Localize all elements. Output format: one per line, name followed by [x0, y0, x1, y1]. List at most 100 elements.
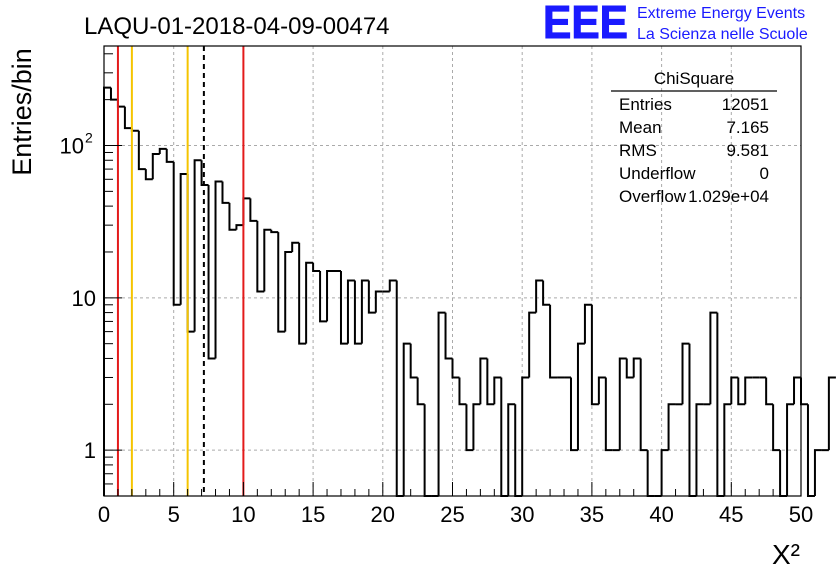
histogram-bin: [172, 161, 181, 306]
histogram-bin: [576, 342, 585, 451]
logo-line-1: Extreme Energy Events: [637, 5, 805, 22]
histogram-bin: [479, 357, 488, 405]
stats-box: ChiSquare Entries 12051 Mean 7.165 RMS 9…: [611, 69, 777, 206]
histogram-bin: [277, 232, 286, 333]
histogram-bin: [800, 377, 808, 406]
histogram-bin: [249, 198, 258, 222]
histogram-bin: [137, 130, 146, 171]
histogram-bin: [667, 403, 676, 451]
x-tick-label: 40: [649, 502, 673, 527]
histogram-bin: [521, 376, 530, 496]
x-tick-label: 0: [98, 502, 110, 527]
histogram-bin: [409, 343, 418, 379]
histogram-bin: [786, 403, 795, 496]
histogram-bin: [207, 185, 216, 360]
histogram-bin: [130, 128, 139, 132]
logo-line-2: La Scienza nelle Scuole: [637, 26, 808, 43]
histogram-bin: [346, 279, 355, 344]
stats-value-entries: 12051: [722, 95, 769, 114]
histogram-bin: [472, 403, 481, 451]
x-axis-ticks: 0 5 10 15 20 25 30 35 40 45 50: [98, 482, 813, 527]
histogram-bin: [214, 180, 223, 359]
histogram-bin: [319, 271, 328, 323]
histogram-bin: [793, 376, 801, 405]
x-tick-label: 5: [168, 502, 180, 527]
x-tick-label: 20: [371, 502, 395, 527]
histogram-bin: [235, 224, 244, 230]
histogram-bin: [709, 311, 718, 405]
histogram-bin: [458, 377, 467, 406]
histogram-bin: [388, 279, 397, 292]
histogram-bin: [451, 358, 460, 379]
y-tick-exponent: 2: [85, 129, 93, 145]
histogram-bin: [395, 280, 404, 497]
stats-value-rms: 9.581: [726, 141, 769, 160]
histogram-bin: [291, 241, 300, 252]
histogram-bin: [744, 376, 753, 405]
histogram-bin: [326, 270, 335, 322]
histogram-bin: [597, 376, 606, 405]
histogram-bin: [270, 229, 279, 234]
histogram-bin: [256, 220, 265, 293]
histogram-bin: [179, 172, 188, 305]
stats-label-rms: RMS: [619, 141, 657, 160]
histogram-bin: [367, 280, 376, 314]
histogram-bin: [465, 404, 474, 452]
stats-label-overflow: Overflow: [619, 187, 687, 206]
histogram-bin: [242, 197, 251, 226]
histogram-bin: [123, 106, 132, 130]
histogram-bin: [312, 262, 321, 272]
y-tick-label: 10: [72, 286, 96, 311]
x-tick-label: 35: [580, 502, 604, 527]
histogram-bin: [402, 342, 411, 496]
histogram-bin: [779, 450, 788, 497]
histogram-bin: [144, 169, 153, 181]
eee-logo: EEE Extreme Energy Events La Scienza nel…: [543, 0, 808, 49]
logo-mark: EEE: [543, 0, 628, 48]
histogram-bin: [360, 279, 369, 344]
histogram-bin: [827, 376, 836, 451]
histogram-bin: [646, 450, 655, 497]
histogram-bin: [813, 449, 822, 496]
histogram-bin: [186, 173, 195, 333]
histogram-bin: [228, 202, 237, 231]
histogram-bin: [618, 357, 627, 451]
histogram-bin: [806, 404, 815, 497]
histogram-bin: [583, 303, 592, 344]
histogram-bin: [165, 148, 174, 163]
stats-value-underflow: 0: [760, 164, 769, 183]
histogram-bin: [695, 403, 704, 496]
histogram-bin: [374, 290, 383, 313]
histogram-bin: [716, 312, 725, 497]
histogram-bin: [723, 403, 732, 496]
histogram-bin: [103, 86, 111, 496]
histogram-bin: [681, 342, 690, 405]
histogram-bin: [305, 261, 314, 344]
histogram-bin: [353, 280, 362, 345]
histogram-bin: [493, 376, 502, 405]
histogram-bin: [298, 242, 307, 345]
histogram-bin: [158, 147, 167, 154]
y-axis-label: Entries/bin: [7, 48, 37, 176]
histogram-bin: [500, 377, 509, 497]
histogram-bin: [590, 304, 599, 406]
histogram-bin: [639, 358, 648, 452]
stats-title: ChiSquare: [654, 69, 734, 88]
histogram-bin: [116, 99, 125, 108]
y-tick-label: 1: [84, 438, 96, 463]
x-tick-label: 30: [510, 502, 534, 527]
stats-value-overflow: 1.029e+04: [688, 187, 769, 206]
histogram-bin: [416, 377, 425, 406]
histogram-bin: [542, 280, 551, 306]
histogram-bin: [765, 377, 774, 406]
histogram-bin: [444, 312, 453, 360]
histogram-bin: [660, 449, 669, 496]
marker-lines: [116, 46, 245, 496]
x-tick-label: 15: [301, 502, 325, 527]
x-tick-label: 25: [440, 502, 464, 527]
x-tick-label: 50: [789, 502, 813, 527]
histogram-bin: [193, 159, 202, 332]
histogram-bin: [604, 377, 613, 452]
histogram-bin: [284, 250, 293, 332]
